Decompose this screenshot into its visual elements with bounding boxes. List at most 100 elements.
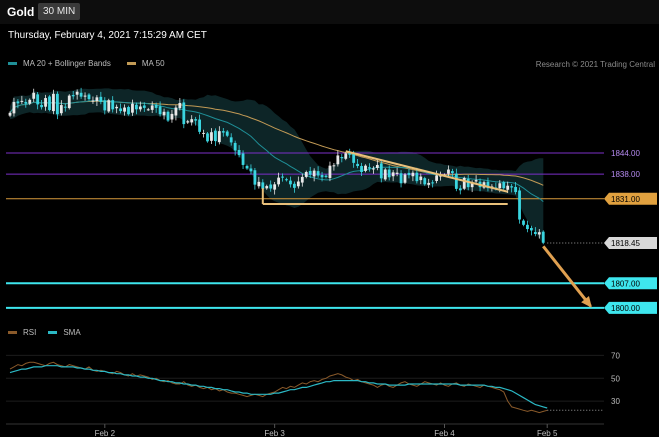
- candle-body: [375, 164, 379, 168]
- candle: [119, 103, 122, 114]
- candle-body: [518, 190, 521, 220]
- candle: [127, 105, 130, 116]
- candle: [24, 98, 28, 108]
- candle-body: [245, 166, 249, 169]
- candle: [486, 177, 490, 192]
- candle: [423, 176, 427, 186]
- candle: [59, 100, 63, 116]
- price-level-tag: [604, 236, 657, 249]
- ma50-swatch: [126, 62, 136, 65]
- candle: [348, 148, 352, 158]
- candle-body: [56, 93, 59, 115]
- candle-body: [107, 100, 111, 112]
- candle: [265, 184, 269, 190]
- candle: [190, 115, 194, 126]
- candle: [328, 161, 332, 182]
- candle: [214, 128, 217, 146]
- candle: [510, 183, 514, 193]
- candle-body: [423, 178, 427, 185]
- candle: [225, 130, 229, 138]
- candle: [229, 133, 233, 146]
- candle: [399, 170, 403, 188]
- candle: [138, 101, 142, 112]
- sma-legend-label: SMA: [63, 328, 81, 337]
- candle: [312, 168, 316, 182]
- candle: [20, 95, 24, 105]
- candle-body: [158, 106, 162, 115]
- sma-swatch: [48, 331, 58, 334]
- candle: [182, 99, 186, 129]
- candle: [28, 98, 32, 106]
- candle: [300, 173, 304, 187]
- candle: [162, 108, 166, 120]
- candle: [63, 103, 67, 112]
- candle: [12, 97, 16, 117]
- candle-body: [435, 175, 438, 181]
- candle: [522, 219, 525, 227]
- candle: [474, 175, 478, 184]
- candle-body: [415, 172, 419, 182]
- candle-body: [320, 174, 324, 178]
- candle-body: [387, 169, 391, 178]
- candle: [375, 160, 379, 171]
- candle-body: [166, 111, 170, 121]
- candle-body: [273, 184, 277, 190]
- candle-body: [411, 172, 415, 177]
- candle-body: [257, 181, 261, 187]
- candle: [403, 173, 407, 185]
- candle: [395, 167, 399, 177]
- candle-body: [249, 168, 253, 172]
- candle-body: [20, 100, 24, 102]
- candle: [332, 163, 336, 171]
- candle-body: [178, 102, 182, 109]
- candle-body: [427, 182, 431, 185]
- price-level-label: 1831.00: [611, 195, 640, 204]
- ma20-line: [9, 99, 544, 202]
- candle-body: [300, 176, 304, 183]
- candle-body: [217, 131, 221, 143]
- candle-body: [44, 98, 47, 107]
- instrument-title: Gold: [7, 5, 35, 19]
- candle-body: [135, 104, 138, 110]
- candle-body: [506, 185, 510, 190]
- candle: [166, 110, 170, 122]
- candle-body: [79, 92, 83, 97]
- candle: [170, 109, 174, 123]
- candle: [320, 171, 324, 182]
- candle-body: [395, 172, 399, 174]
- candle: [194, 116, 198, 126]
- candle-body: [498, 183, 502, 189]
- candle: [514, 182, 517, 195]
- bollinger-bands: [10, 88, 544, 245]
- price-level-label: 1807.00: [611, 279, 640, 288]
- candle: [269, 180, 273, 192]
- candle-body: [138, 106, 142, 110]
- rsi-legend-label: RSI: [23, 328, 37, 337]
- candle: [304, 170, 308, 179]
- candle-body: [348, 152, 352, 155]
- x-axis: Feb 2 Feb 3 Feb 4 Feb 5: [6, 423, 604, 437]
- price-levels: [6, 152, 604, 309]
- candle-body: [514, 186, 517, 193]
- price-level-label: 1844.00: [611, 149, 640, 158]
- candle-body: [127, 107, 130, 115]
- annotations: [261, 150, 592, 308]
- candle-body: [87, 94, 91, 100]
- candle: [221, 127, 225, 137]
- sma-line: [9, 365, 548, 409]
- candle-body: [466, 179, 470, 188]
- candle-body: [265, 186, 269, 189]
- candle: [91, 96, 95, 104]
- candle: [99, 91, 103, 105]
- candle: [174, 105, 178, 121]
- x-tick-label: Feb 4: [434, 429, 455, 437]
- candle: [115, 104, 119, 114]
- interval-selector[interactable]: 30 MIN: [38, 3, 81, 20]
- candle: [324, 174, 328, 179]
- candle-body: [8, 112, 12, 116]
- candle: [56, 91, 59, 120]
- candle-body: [67, 95, 71, 109]
- candle-body: [474, 180, 478, 182]
- candle: [16, 99, 20, 109]
